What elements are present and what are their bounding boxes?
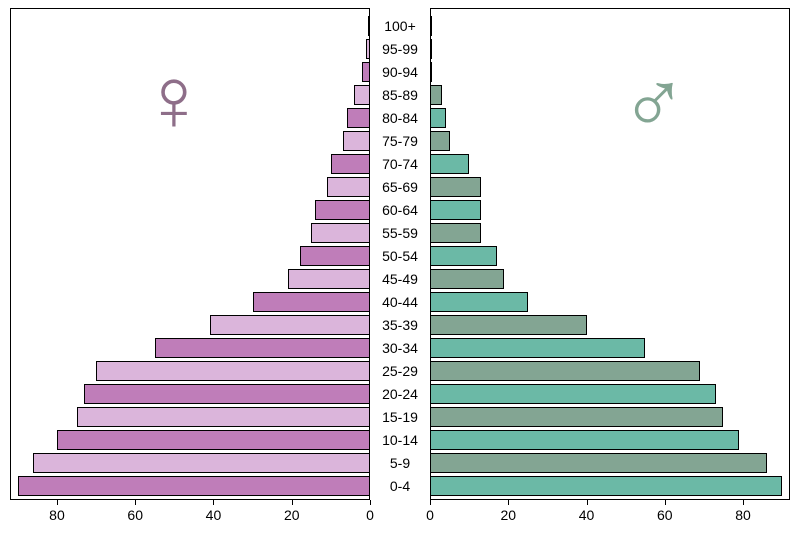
age-label: 50-54	[370, 246, 430, 266]
female-bar	[253, 292, 370, 312]
female-icon: ♀	[140, 55, 208, 145]
age-label: 85-89	[370, 85, 430, 105]
female-bar	[33, 453, 370, 473]
age-label: 0-4	[370, 476, 430, 496]
female-bar	[155, 338, 370, 358]
male-bar	[430, 154, 469, 174]
male-bar	[430, 361, 700, 381]
male-bar	[430, 85, 442, 105]
female-bar	[347, 108, 370, 128]
male-bar	[430, 200, 481, 220]
xtick-label: 40	[579, 507, 595, 523]
female-bar	[327, 177, 370, 197]
male-bar	[430, 315, 587, 335]
age-label: 65-69	[370, 177, 430, 197]
xtick-mark	[665, 500, 666, 505]
male-bar	[430, 16, 432, 36]
age-label: 70-74	[370, 154, 430, 174]
age-label: 20-24	[370, 384, 430, 404]
xtick-label: 40	[206, 507, 222, 523]
male-bar	[430, 39, 432, 59]
male-icon: ♂	[620, 55, 688, 145]
age-label: 100+	[370, 16, 430, 36]
xtick-label: 60	[657, 507, 673, 523]
xtick-label: 80	[49, 507, 65, 523]
female-bar	[315, 200, 370, 220]
xtick-mark	[430, 500, 431, 505]
female-bar	[288, 269, 370, 289]
male-bar	[430, 269, 504, 289]
female-bar	[311, 223, 370, 243]
age-label: 95-99	[370, 39, 430, 59]
age-label: 15-19	[370, 407, 430, 427]
xtick-mark	[370, 500, 371, 505]
male-bar	[430, 453, 767, 473]
population-pyramid: 0-4 5-9 10-14 15-19 20-24 25-29 30-34 35-39 40-4…	[0, 0, 800, 534]
female-bar	[354, 85, 370, 105]
male-bar	[430, 384, 716, 404]
female-bar	[84, 384, 370, 404]
female-bar	[77, 407, 370, 427]
male-bar	[430, 177, 481, 197]
age-label: 55-59	[370, 223, 430, 243]
female-bar	[210, 315, 370, 335]
xtick-mark	[508, 500, 509, 505]
female-bar	[18, 476, 370, 496]
xtick-mark	[213, 500, 214, 505]
age-label: 5-9	[370, 453, 430, 473]
xtick-label: 60	[127, 507, 143, 523]
xtick-mark	[292, 500, 293, 505]
female-bar	[300, 246, 370, 266]
xtick-label: 80	[735, 507, 751, 523]
female-bar	[362, 62, 370, 82]
female-bar	[57, 430, 370, 450]
male-bar	[430, 430, 739, 450]
female-bar	[96, 361, 370, 381]
age-label: 10-14	[370, 430, 430, 450]
age-label: 80-84	[370, 108, 430, 128]
age-label: 25-29	[370, 361, 430, 381]
xtick-label: 0	[426, 507, 434, 523]
xtick-mark	[57, 500, 58, 505]
female-bar	[343, 131, 370, 151]
xtick-mark	[587, 500, 588, 505]
male-bar	[430, 131, 450, 151]
male-bar	[430, 292, 528, 312]
male-bar	[430, 62, 432, 82]
xtick-label: 20	[500, 507, 516, 523]
male-bar	[430, 108, 446, 128]
age-label: 45-49	[370, 269, 430, 289]
male-bar	[430, 223, 481, 243]
age-label: 30-34	[370, 338, 430, 358]
xtick-label: 20	[284, 507, 300, 523]
female-bar	[331, 154, 370, 174]
age-label: 90-94	[370, 62, 430, 82]
xtick-label: 0	[366, 507, 374, 523]
male-bar	[430, 338, 645, 358]
male-bar	[430, 407, 723, 427]
xtick-mark	[743, 500, 744, 505]
age-label: 40-44	[370, 292, 430, 312]
male-bar	[430, 246, 497, 266]
age-label: 75-79	[370, 131, 430, 151]
age-label: 60-64	[370, 200, 430, 220]
male-bar	[430, 476, 782, 496]
xtick-mark	[135, 500, 136, 505]
age-label: 35-39	[370, 315, 430, 335]
